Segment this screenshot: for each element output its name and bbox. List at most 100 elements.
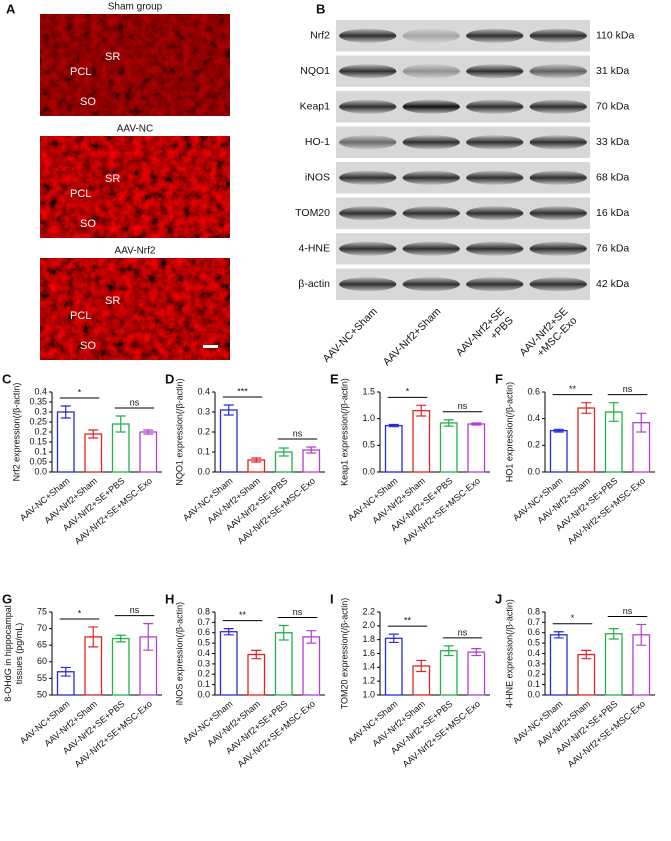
blot-band	[402, 64, 460, 79]
y-tick-label: 1.6	[362, 648, 375, 658]
error-bar	[60, 666, 71, 677]
y-tick-label: 0.2	[527, 669, 540, 679]
panel-letter: G	[2, 591, 12, 606]
y-tick-label: 65	[37, 640, 47, 650]
y-tick-label: 0.2	[527, 440, 540, 450]
y-tick-label: 0.2	[197, 669, 210, 679]
y-tick-label: 0.0	[362, 466, 375, 476]
significance-label: *	[406, 387, 410, 397]
y-tick-label: 0.35	[29, 396, 47, 406]
blot-band	[466, 135, 524, 150]
protein-label: Nrf2	[310, 30, 330, 42]
y-axis-label: iNOS expression(/β-actin)	[174, 602, 184, 705]
error-bar	[553, 428, 564, 433]
y-axis-label: 4-HNE expression(/β-actin)	[504, 599, 514, 708]
y-tick-label: 0.8	[527, 606, 540, 616]
blot-band	[466, 206, 524, 221]
error-bar	[223, 404, 234, 416]
y-tick-label: 75	[37, 606, 47, 616]
error-bar	[443, 645, 454, 657]
y-axis-label: NQO1 expression(/β-actin)	[174, 378, 184, 485]
significance-label: **	[239, 610, 247, 620]
significance-label: ns	[130, 397, 140, 407]
error-bar	[553, 631, 564, 639]
y-tick-label: 0.1	[197, 446, 210, 456]
image-title: AAV-Nrf2	[115, 246, 156, 257]
bar	[577, 407, 596, 473]
blot-band	[466, 99, 524, 114]
y-tick-label: 0.1	[34, 446, 47, 456]
image-title: AAV-NC	[117, 124, 154, 135]
bar	[604, 633, 623, 696]
significance-label: ns	[293, 428, 303, 438]
blot-band	[339, 135, 397, 150]
size-label: 68 kDa	[596, 172, 629, 184]
y-tick-label: 0.6	[527, 386, 540, 396]
y-tick-label: 0.0	[197, 466, 210, 476]
panel-letter: H	[165, 591, 174, 606]
bar	[274, 632, 293, 696]
error-bar	[416, 659, 427, 673]
y-tick-label: 0.15	[29, 436, 47, 446]
error-bar	[471, 422, 482, 426]
error-bar	[143, 623, 154, 651]
blot-band	[529, 135, 587, 150]
blot-band	[402, 99, 460, 114]
size-label: 33 kDa	[596, 136, 629, 148]
blot-band	[402, 241, 460, 256]
error-bar	[306, 446, 317, 454]
blot-band	[529, 241, 587, 256]
y-tick-label: 0.8	[197, 606, 210, 616]
y-axis-label: Nrf2 expression(/β-actin)	[11, 383, 21, 482]
significance-label: *	[571, 613, 575, 623]
error-bar	[60, 405, 71, 419]
error-bar	[88, 429, 99, 439]
blot-band	[529, 277, 587, 292]
y-tick-label: 1.4	[362, 662, 375, 672]
significance-label: **	[569, 384, 577, 394]
blot-band	[402, 135, 460, 150]
significance-label: ***	[237, 386, 248, 396]
error-bar	[278, 624, 289, 641]
size-label: 70 kDa	[596, 101, 629, 113]
region-label: SR	[105, 51, 120, 63]
y-tick-label: 70	[37, 623, 47, 633]
error-bar	[115, 634, 126, 643]
blot-band	[339, 241, 397, 256]
significance-label: ns	[458, 627, 468, 637]
bar	[439, 422, 458, 473]
size-label: 31 kDa	[596, 65, 629, 77]
blot-band	[339, 99, 397, 114]
error-bar	[143, 429, 154, 435]
y-tick-label: 0.7	[527, 617, 540, 627]
y-tick-label: 2.2	[362, 606, 375, 616]
error-bar	[471, 648, 482, 657]
blot-band	[402, 277, 460, 292]
blot-band	[466, 28, 524, 43]
protein-label: iNOS	[305, 172, 330, 184]
size-label: 16 kDa	[596, 207, 629, 219]
region-label: SR	[105, 295, 120, 307]
blot-band	[529, 99, 587, 114]
error-bar	[636, 412, 647, 433]
blot-band	[402, 28, 460, 43]
blot-band	[466, 277, 524, 292]
y-tick-label: 0.0	[34, 466, 47, 476]
significance-label: ns	[293, 607, 303, 617]
y-tick-label: 0.2	[197, 426, 210, 436]
image-title: Sham group	[108, 2, 163, 13]
y-tick-label: 0.4	[527, 648, 540, 658]
error-bar	[443, 419, 454, 427]
bar	[302, 636, 321, 696]
blot-band	[339, 64, 397, 79]
error-bar	[388, 633, 399, 644]
y-tick-label: 0.1	[197, 679, 210, 689]
y-tick-label: 0.6	[527, 627, 540, 637]
y-axis-label: 8-OHdG in hippocampal	[3, 605, 13, 702]
y-tick-label: 0.4	[527, 413, 540, 423]
region-label: SO	[80, 340, 96, 352]
region-label: SR	[105, 173, 120, 185]
y-tick-label: 0.05	[29, 456, 47, 466]
error-bar	[278, 447, 289, 457]
